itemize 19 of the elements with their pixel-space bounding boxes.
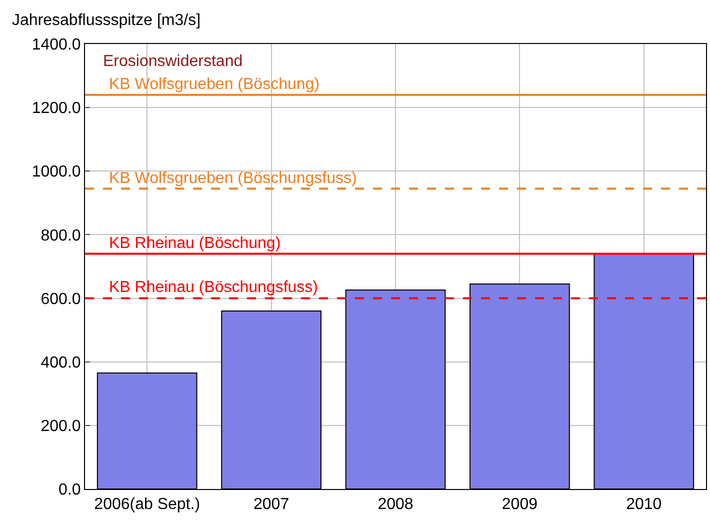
y-tick-label: 1000.0 bbox=[32, 164, 81, 181]
annotation: Erosionswiderstand bbox=[103, 53, 243, 70]
x-tick-label: 2006(ab Sept.) bbox=[94, 496, 200, 514]
x-tick-label: 2008 bbox=[378, 496, 414, 514]
x-tick-label: 2007 bbox=[254, 496, 290, 514]
y-tick-label: 800.0 bbox=[40, 227, 81, 244]
y-tick-label: 200.0 bbox=[40, 418, 81, 436]
y-tick-label: 1400.0 bbox=[32, 36, 81, 54]
ref-line-label: KB Rheinau (Böschung) bbox=[109, 235, 281, 252]
ref-line-label: KB Rheinau (Böschungsfuss) bbox=[109, 279, 318, 296]
ref-line-label: KB Wolfsgrueben (Böschung) bbox=[109, 76, 320, 93]
x-tick-label: 2009 bbox=[502, 496, 538, 514]
y-tick-label: 600.0 bbox=[40, 290, 81, 308]
ref-line-label: KB Wolfsgrueben (Böschungsfuss) bbox=[109, 170, 357, 187]
y-tick-label: 0.0 bbox=[58, 482, 81, 499]
y-tick-label: 1200.0 bbox=[32, 100, 81, 118]
x-tick-label: 2010 bbox=[626, 496, 662, 514]
y-tick-label: 400.0 bbox=[40, 354, 81, 372]
y-axis-title: Jahresabflussspitze [m3/s] bbox=[12, 12, 201, 29]
